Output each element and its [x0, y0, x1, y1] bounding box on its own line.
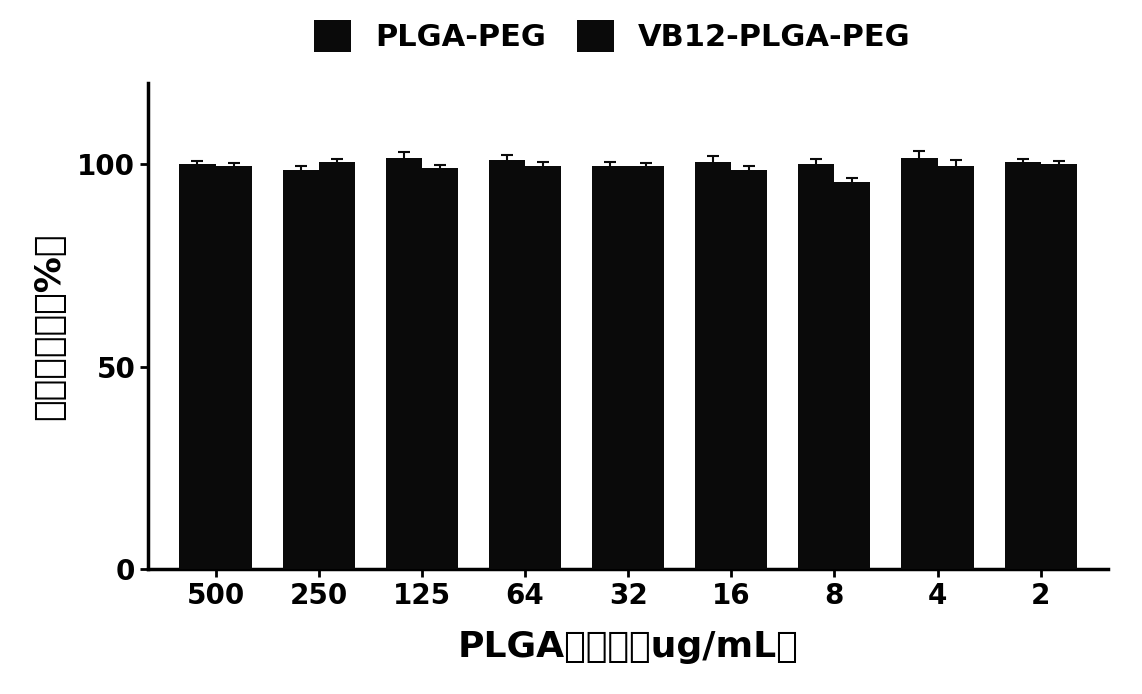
Bar: [319, 162, 355, 569]
Bar: [695, 162, 731, 569]
Bar: [901, 158, 938, 569]
Bar: [938, 167, 974, 569]
Bar: [489, 160, 525, 569]
Bar: [421, 168, 458, 569]
Bar: [592, 167, 628, 569]
Bar: [216, 167, 251, 569]
Legend: PLGA-PEG, VB12-PLGA-PEG: PLGA-PEG, VB12-PLGA-PEG: [305, 11, 919, 62]
Bar: [1040, 164, 1077, 569]
Bar: [835, 183, 870, 569]
Bar: [798, 164, 835, 569]
X-axis label: PLGA的浓度（ug/mL）: PLGA的浓度（ug/mL）: [458, 629, 798, 663]
Bar: [386, 158, 421, 569]
Y-axis label: 细胞存活率（%）: 细胞存活率（%）: [32, 232, 66, 420]
Bar: [179, 164, 216, 569]
Bar: [1005, 162, 1040, 569]
Bar: [731, 170, 767, 569]
Bar: [525, 167, 561, 569]
Bar: [628, 167, 665, 569]
Bar: [282, 170, 319, 569]
